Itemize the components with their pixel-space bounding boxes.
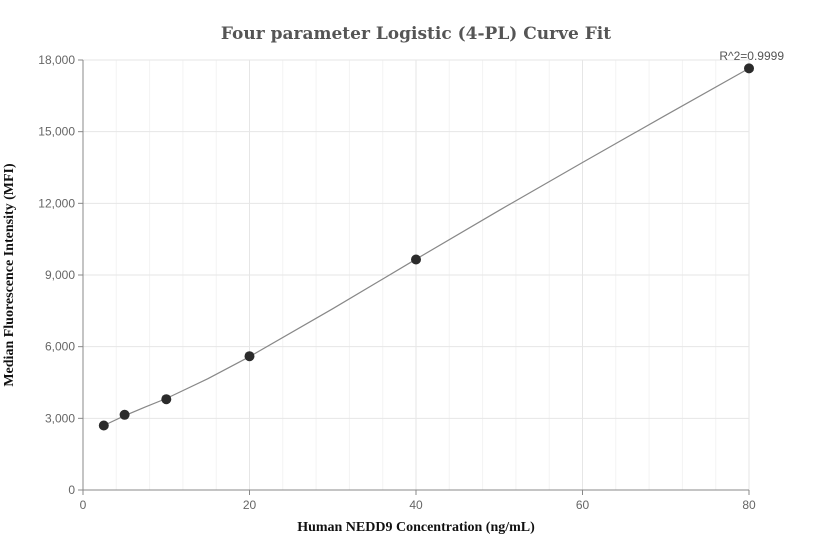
- chart-title: Four parameter Logistic (4-PL) Curve Fit: [221, 24, 611, 44]
- y-tick-label: 9,000: [45, 268, 75, 282]
- x-tick-label: 60: [576, 498, 590, 512]
- x-tick-label: 20: [243, 498, 257, 512]
- x-tick-label: 0: [80, 498, 87, 512]
- x-axis-ticks: 0 20 40 60 80: [80, 490, 756, 512]
- y-tick-label: 0: [68, 483, 75, 497]
- y-tick-label: 3,000: [45, 411, 75, 425]
- x-tick-label: 80: [742, 498, 756, 512]
- y-tick-label: 15,000: [38, 125, 75, 139]
- data-point: [244, 351, 255, 362]
- data-points: [98, 63, 754, 431]
- y-tick-label: 18,000: [38, 53, 75, 67]
- y-axis-ticks: 0 3,000 6,000 9,000 12,000 15,000 18,000: [38, 53, 83, 497]
- data-point: [411, 254, 421, 265]
- data-point: [744, 63, 754, 74]
- fit-curve-group: [103, 67, 750, 427]
- y-tick-label: 6,000: [45, 340, 75, 354]
- x-axis-label: Human NEDD9 Concentration (ng/mL): [297, 520, 535, 535]
- data-point: [98, 420, 109, 431]
- y-axis-label: Median Fluorescence Intensity (MFI): [2, 163, 17, 387]
- x-tick-label: 40: [409, 498, 423, 512]
- r-squared-annotation: R^2=0.9999: [719, 49, 784, 63]
- grid: [83, 59, 750, 490]
- data-point: [161, 394, 172, 405]
- fit-curve-line: [103, 67, 750, 427]
- y-tick-label: 12,000: [38, 196, 75, 210]
- data-point: [119, 409, 130, 420]
